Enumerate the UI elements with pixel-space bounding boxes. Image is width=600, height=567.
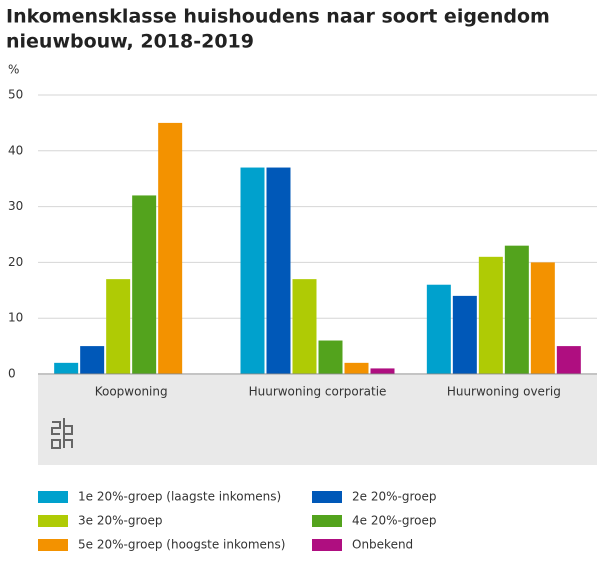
legend-swatch: [38, 515, 68, 527]
legend-label: Onbekend: [352, 538, 413, 552]
y-tick-label: 20: [8, 255, 23, 269]
legend-swatch: [312, 491, 342, 503]
legend-swatch: [312, 515, 342, 527]
y-tick-label: 50: [8, 88, 23, 102]
bar: [556, 346, 581, 374]
y-axis-label: %: [8, 63, 19, 77]
y-tick-label: 30: [8, 199, 23, 213]
bar: [344, 362, 369, 374]
x-tick-label: Huurwoning corporatie: [249, 385, 387, 399]
bar: [478, 256, 503, 374]
legend-label: 3e 20%-groep: [78, 514, 162, 528]
legend-swatch: [312, 539, 342, 551]
legend-label: 1e 20%-groep (laagste inkomens): [78, 490, 281, 504]
legend-label: 4e 20%-groep: [352, 514, 436, 528]
bar: [240, 167, 265, 374]
legend-swatch: [38, 491, 68, 503]
bar: [158, 122, 183, 375]
chart-title: Inkomensklasse huishoudens naar soort ei…: [6, 6, 550, 28]
bar: [54, 362, 79, 374]
y-tick-label: 40: [8, 143, 23, 157]
chart-subtitle: nieuwbouw, 2018-2019: [6, 31, 254, 53]
legend-swatch: [38, 539, 68, 551]
logo: [51, 418, 73, 449]
bar: [318, 340, 343, 374]
bar: [370, 368, 395, 374]
category-panel: [38, 375, 597, 465]
bar: [292, 279, 317, 374]
bar: [132, 195, 157, 374]
x-tick-label: Huurwoning overig: [447, 385, 561, 399]
bar: [426, 284, 451, 374]
x-tick-label: Koopwoning: [95, 385, 168, 399]
bar: [530, 262, 555, 374]
y-tick-label: 10: [8, 311, 23, 325]
bar: [106, 279, 131, 374]
y-tick-label: 0: [8, 367, 16, 381]
legend-label: 5e 20%-groep (hoogste inkomens): [78, 538, 285, 552]
bar: [80, 346, 105, 374]
bar: [504, 245, 529, 374]
bar: [266, 167, 291, 374]
legend-label: 2e 20%-groep: [352, 490, 436, 504]
bar: [452, 295, 477, 374]
